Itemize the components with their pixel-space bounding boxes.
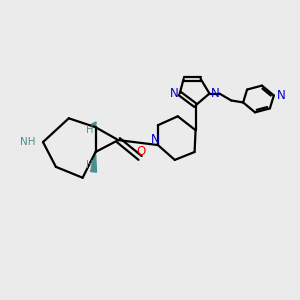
Text: H: H [86,160,93,170]
Text: N: N [211,87,220,100]
Text: H: H [86,125,93,135]
Polygon shape [91,122,96,127]
Text: N: N [151,133,159,146]
Text: NH: NH [20,137,35,147]
Polygon shape [91,152,97,172]
Text: N: N [276,89,285,102]
Text: N: N [169,87,178,100]
Text: O: O [136,146,146,158]
